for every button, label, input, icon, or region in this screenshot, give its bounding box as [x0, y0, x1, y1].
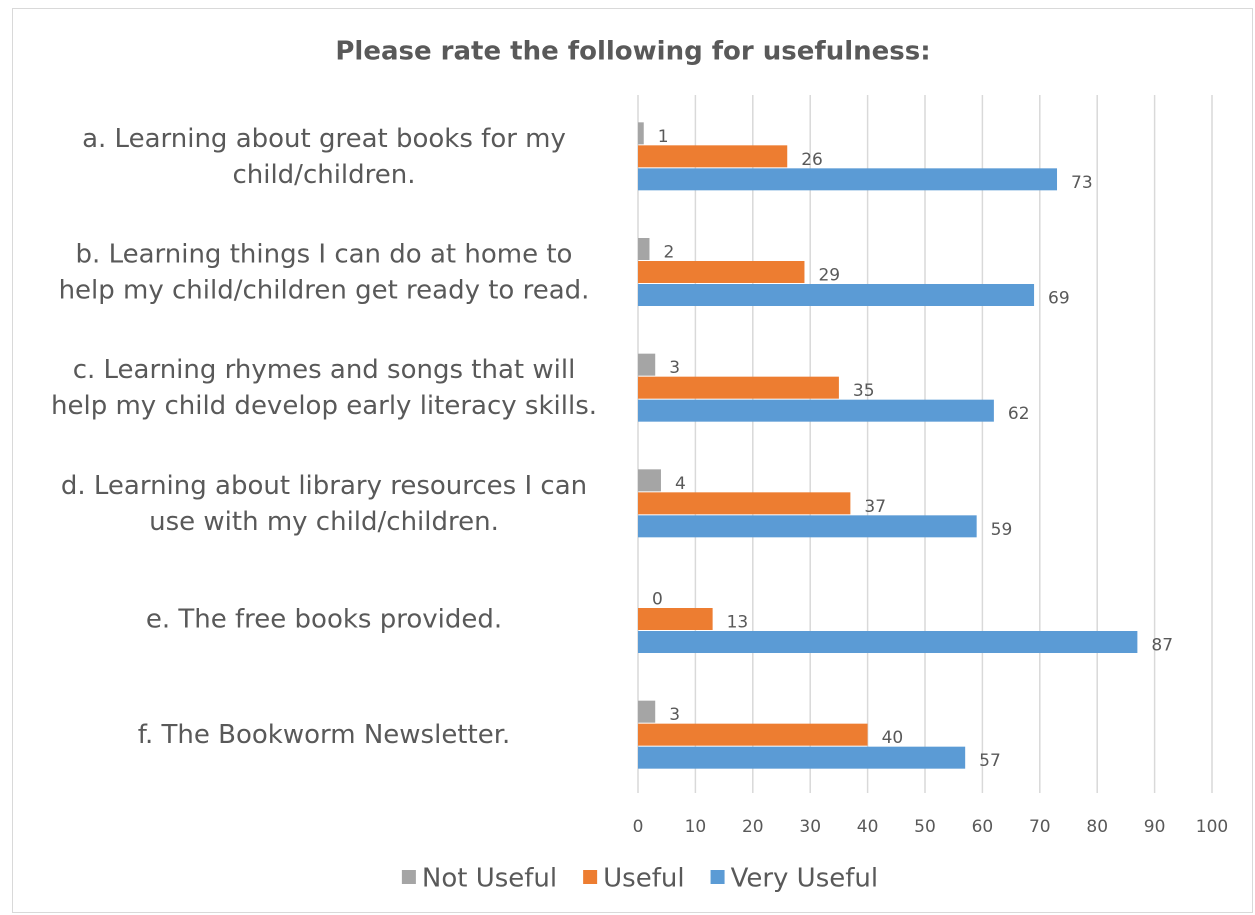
data-label: 29: [818, 266, 840, 286]
bar: [638, 723, 868, 746]
bar: [638, 376, 839, 399]
data-label: 59: [991, 520, 1013, 540]
bar: [638, 700, 656, 723]
bar: [638, 631, 1138, 653]
x-tick-label: 30: [799, 817, 821, 837]
x-tick-label: 0: [633, 817, 644, 837]
data-label: 40: [882, 728, 904, 748]
bar: [638, 515, 977, 538]
bar: [638, 122, 644, 145]
x-tick-label: 10: [685, 817, 707, 837]
legend-swatch: [583, 870, 598, 884]
bar: [638, 469, 661, 492]
data-label: 37: [864, 497, 886, 517]
data-label: 26: [801, 150, 823, 170]
data-label: 3: [669, 358, 680, 378]
data-label: 2: [663, 243, 674, 263]
data-label: 3: [669, 705, 680, 725]
bar: [638, 261, 805, 283]
chart-frame: [12, 8, 1253, 913]
x-tick-label: 60: [972, 817, 994, 837]
bar: [638, 492, 851, 515]
bar: [638, 145, 788, 168]
bar: [638, 168, 1058, 191]
data-label: 69: [1048, 289, 1070, 309]
data-label: 4: [675, 474, 686, 494]
category-label: b. Learning things I can do at home to he…: [59, 239, 590, 305]
chart-title: Please rate the following for usefulness…: [335, 37, 930, 67]
category-label: e. The free books provided.: [146, 604, 502, 634]
bar: [638, 284, 1035, 306]
bar: [638, 353, 656, 376]
x-tick-label: 20: [742, 817, 764, 837]
data-label: 35: [853, 381, 875, 401]
category-label: c. Learning rhymes and songs that will he…: [51, 355, 597, 421]
legend-swatch: [401, 870, 416, 884]
data-label: 57: [979, 751, 1001, 771]
x-tick-label: 50: [914, 817, 936, 837]
bar: [638, 238, 650, 260]
category-label: d. Learning about library resources I ca…: [61, 470, 587, 536]
data-label: 87: [1151, 636, 1173, 656]
data-label: 0: [652, 590, 663, 610]
bar: [638, 399, 994, 422]
data-label: 62: [1008, 404, 1030, 424]
legend-label: Very Useful: [731, 864, 879, 894]
legend-label: Useful: [603, 864, 684, 894]
legend-label: Not Useful: [422, 864, 557, 894]
x-tick-label: 90: [1144, 817, 1166, 837]
legend-swatch: [710, 870, 725, 884]
legend: Not Useful Useful Very Useful: [401, 864, 879, 894]
bar: [638, 608, 713, 630]
category-label: f. The Bookworm Newsletter.: [138, 720, 511, 750]
x-tick-label: 80: [1086, 817, 1108, 837]
x-tick-label: 40: [857, 817, 879, 837]
bar: [638, 746, 966, 769]
x-tick-label: 70: [1029, 817, 1051, 837]
data-label: 13: [727, 613, 749, 633]
x-tick-label: 100: [1196, 817, 1228, 837]
category-label: a. Learning about great books for my chil…: [82, 123, 566, 189]
data-label: 73: [1071, 173, 1093, 193]
data-label: 1: [658, 127, 669, 147]
